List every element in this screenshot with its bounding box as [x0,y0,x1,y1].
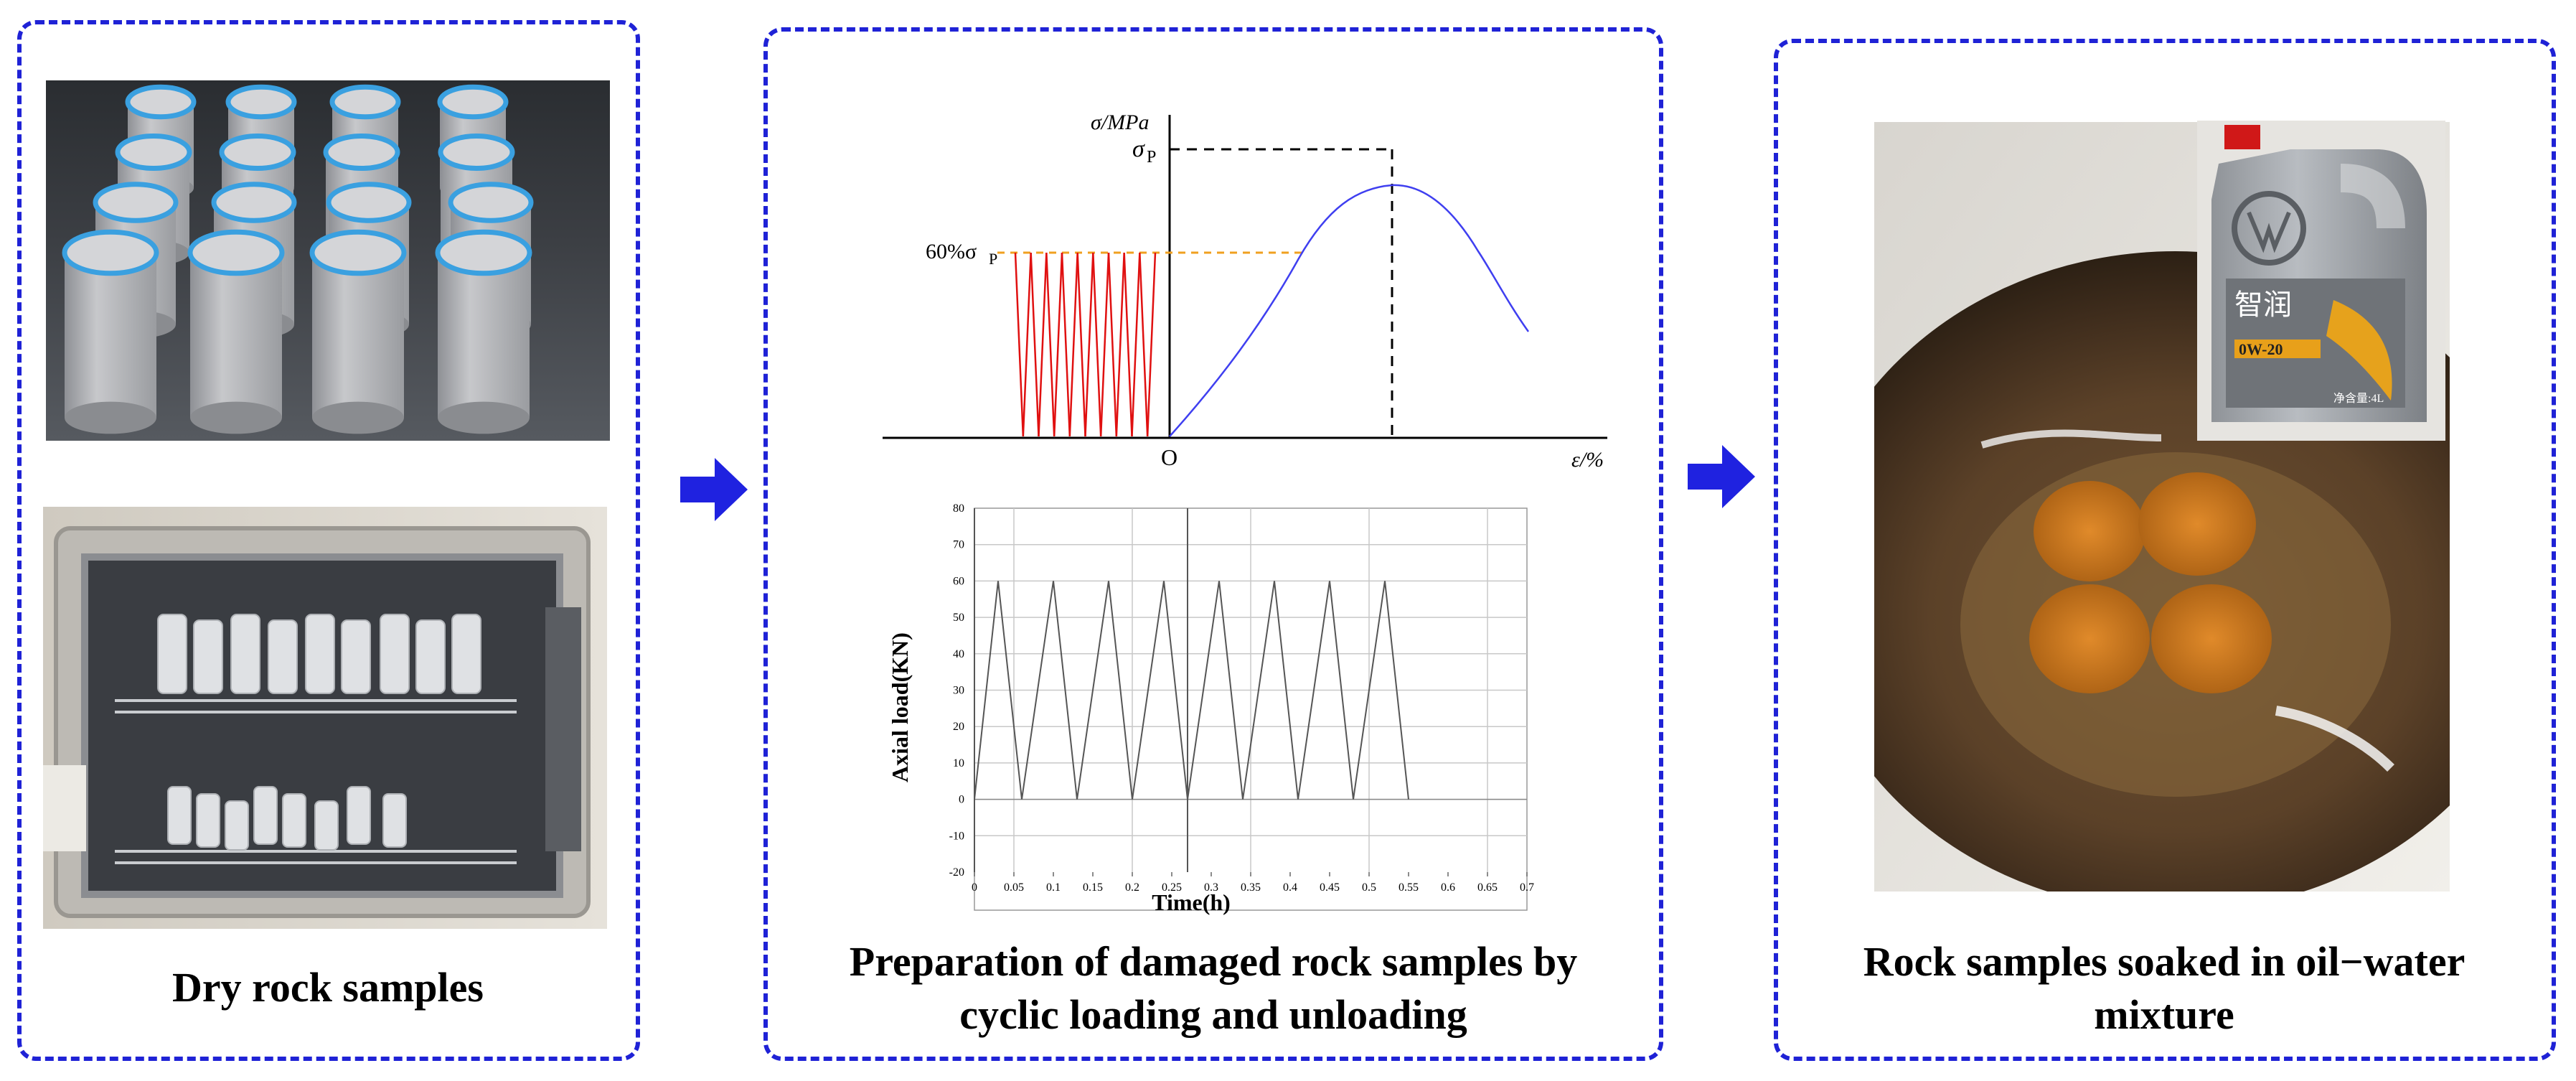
y-tick-label: 0 [959,794,964,806]
arrow-right-icon [680,458,748,521]
load-line [1022,252,1032,437]
bottle-volume: 净含量:4L [2333,392,2384,405]
x-tick-label: 0.45 [1320,881,1340,894]
y-tick-label: 60 [953,575,964,587]
stress-strain-diagram: σ/MPa ε/% O σ P 60%σ P [883,111,1607,472]
soaked-caption-line2: mixture [2094,991,2234,1038]
cycle-lines [1014,252,1157,437]
chart-ylabel: Axial load(KN) [887,632,913,782]
cyclic-loading-panel [763,27,1663,1061]
rock-cylinder [435,229,532,434]
x-tick-label: 0.65 [1477,881,1498,894]
y-tick-label: 30 [953,685,964,697]
load-line [1099,252,1110,437]
unload-line [1061,252,1071,437]
level-sub: P [989,250,997,268]
oven-rock [193,619,223,694]
bottle-grade: 0W-20 [2239,340,2283,358]
load-line [1068,252,1078,437]
oven-rock [268,619,298,694]
stress-strain-curve [1169,184,1530,437]
load-line [1038,252,1048,437]
peak-stress-sub: P [1147,148,1156,167]
x-tick-label: 0.2 [1125,881,1139,894]
oven-rock [230,614,260,694]
y-tick-label: -20 [949,866,964,879]
soaked-samples-panel [1774,39,2556,1061]
y-tick-label: -10 [949,830,964,842]
y-tick-label: 70 [953,539,964,551]
bottle-brand: 智润 [2234,289,2292,321]
x-tick-label: 0.1 [1046,881,1061,894]
unload-line [1014,252,1025,437]
load-line [1084,252,1094,437]
load-line [1131,252,1141,437]
y-tick-label: 40 [953,648,964,660]
axial-load-chart: 80 70 60 50 40 30 20 10 0 -10 -20 0 0.05 0.1 0.15 0.2 0… [887,502,1534,915]
soaked-caption-line1: Rock samples soaked in oil−water [1863,938,2465,985]
strain-axis-label: ε/% [1571,448,1604,472]
drying-oven-photo [43,507,607,929]
unload-line [1107,252,1118,437]
load-line [1146,252,1157,437]
unload-line [1139,252,1149,437]
oven-rock [282,793,306,848]
load-line [1053,252,1063,437]
x-tick-label: 0.35 [1241,881,1261,894]
x-tick-label: 0.4 [1283,881,1297,894]
unload-line [1092,252,1102,437]
cyclic-caption-line1: Preparation of damaged rock samples by [849,938,1578,985]
x-tick-label: 0.05 [1004,881,1024,894]
rock-cylinder [309,229,407,434]
oven-rock [347,786,371,845]
origin-label: O [1161,444,1177,470]
x-tick-label: 0.25 [1162,881,1182,894]
oven-rock [305,614,335,694]
x-tick-label: 0.3 [1204,881,1218,894]
y-tick-label: 20 [953,721,964,733]
arrow-right-icon [1688,445,1755,508]
x-tick-label: 0.5 [1362,881,1376,894]
oven-rock [341,619,371,694]
oven-rock [196,793,220,848]
oven-rock [225,800,249,851]
chart-xlabel: Time(h) [1152,889,1231,915]
unload-line [1030,252,1040,437]
x-tick-label: 0.15 [1083,881,1103,894]
unload-line [1076,252,1086,437]
oven-rock [380,614,410,694]
oil-bottle-photo: 智润 0W-20 净含量:4L [2197,121,2445,441]
y-tick-label: 10 [953,757,964,769]
unload-line [1045,252,1056,437]
rock-cylinder [62,229,159,434]
x-tick-label: 0.55 [1399,881,1419,894]
rock-cylinders-photo [46,80,610,441]
peak-stress-label: σ [1132,136,1145,162]
oven-rock [167,786,192,845]
unload-line [1123,252,1133,437]
load-line [1115,252,1125,437]
oven-rock [451,614,481,694]
x-tick-label: 0.6 [1441,881,1455,894]
oven-rock [157,614,187,694]
oven-rock [314,800,339,851]
cyclic-caption-line2: cyclic loading and unloading [959,991,1467,1038]
x-tick-label: 0.7 [1520,881,1534,894]
rock-cylinder [187,229,285,434]
axial-load-series [974,581,1409,800]
dry-samples-panel [17,20,640,1061]
x-tick-label: 0 [972,881,977,894]
oven-rock [415,619,446,694]
oven-rock [253,786,278,845]
oven-rock [382,793,407,848]
y-tick-label: 50 [953,612,964,624]
y-tick-label: 80 [953,502,964,515]
level-label: 60%σ [926,240,977,263]
stress-axis-label: σ/MPa [1091,111,1149,134]
dry-samples-caption: Dry rock samples [172,964,484,1011]
